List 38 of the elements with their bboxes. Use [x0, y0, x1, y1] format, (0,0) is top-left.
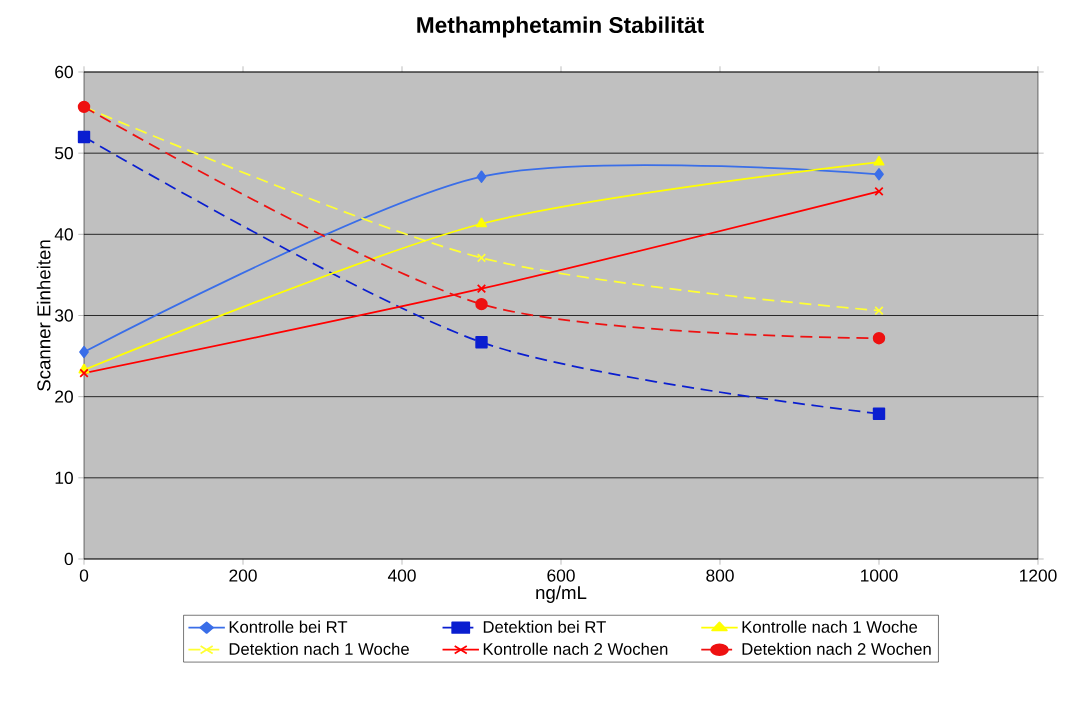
x-tick-label: 600 — [547, 569, 575, 582]
point — [475, 297, 488, 311]
y-tick-label: 0 — [64, 552, 73, 566]
y-tick-label: 60 — [55, 65, 73, 79]
point — [872, 332, 886, 345]
chart-title: Methamphetamin Stabilität — [417, 16, 704, 38]
x-tick-label: 1200 — [1020, 569, 1057, 582]
x-tick-label: 400 — [387, 569, 416, 582]
y-axis-title: Scanner Einheiten — [36, 240, 51, 391]
y-tick-label: 40 — [54, 228, 73, 241]
point — [874, 168, 884, 181]
x-tick-label: 0 — [79, 569, 89, 582]
x-tick-label: 800 — [706, 569, 734, 582]
legend-label: Kontrolle nach 2 Wochen — [483, 642, 668, 655]
legend-label: Detektion nach 2 Wochen — [742, 642, 931, 655]
legend-label: Detektion nach 1 Woche — [229, 642, 409, 655]
point — [476, 170, 487, 183]
point — [476, 284, 487, 294]
y-tick-label: 50 — [55, 147, 73, 160]
point — [475, 336, 488, 349]
legend-label: Detektion bei RT — [483, 620, 606, 633]
legend-label: Kontrolle bei RT — [229, 620, 348, 633]
point — [874, 186, 884, 196]
point — [476, 217, 487, 228]
point — [77, 130, 91, 144]
point — [79, 368, 89, 378]
point — [79, 345, 89, 359]
x-axis-title: ng/mL — [536, 585, 587, 603]
legend-label: Kontrolle nach 1 Woche — [742, 620, 918, 633]
x-tick-label: 1000 — [861, 569, 898, 582]
x-tick-label: 200 — [229, 569, 257, 582]
point — [874, 305, 884, 316]
point — [476, 253, 487, 263]
point — [872, 407, 886, 420]
point — [873, 155, 885, 166]
y-tick-label: 30 — [55, 309, 73, 322]
y-tick-label: 10 — [55, 471, 73, 484]
y-tick-label: 20 — [55, 390, 73, 403]
